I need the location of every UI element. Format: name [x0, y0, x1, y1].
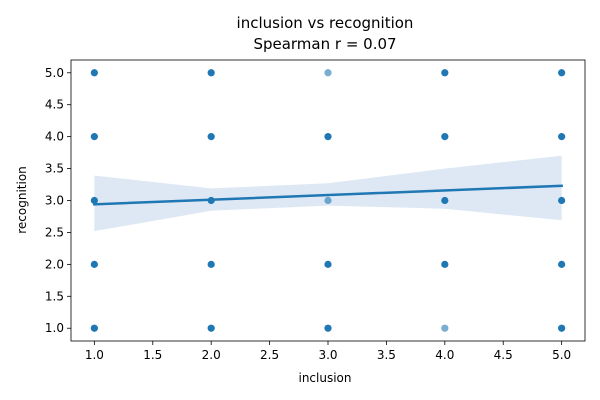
y-tick-label: 2.0: [45, 257, 64, 271]
x-tick-label: 4.5: [494, 348, 513, 362]
data-point-19: [441, 133, 449, 141]
data-point-16: [441, 324, 449, 332]
confidence-band: [94, 155, 562, 232]
x-tick-label: 1.5: [143, 348, 162, 362]
data-point-24: [558, 133, 566, 141]
data-point-5: [90, 69, 98, 77]
x-tick-label: 2.0: [202, 348, 221, 362]
y-tick-label: 5.0: [45, 66, 64, 80]
x-tick-label: 2.5: [260, 348, 279, 362]
data-point-9: [207, 133, 215, 141]
x-tick-label: 1.0: [85, 348, 104, 362]
y-tick-label: 4.0: [45, 130, 64, 144]
x-tick-label: 5.0: [552, 348, 571, 362]
confidence-band-layer: [94, 155, 562, 232]
regression-line-layer: [93, 184, 563, 206]
data-point-17: [441, 260, 449, 268]
data-point-22: [558, 260, 566, 268]
data-point-18: [441, 196, 449, 205]
data-point-6: [207, 324, 215, 332]
data-point-15: [324, 69, 332, 77]
data-point-14: [324, 133, 332, 141]
data-point-11: [324, 324, 332, 332]
y-tick-label: 3.0: [45, 194, 64, 208]
y-tick-label: 4.5: [45, 98, 64, 112]
y-tick-label: 1.0: [45, 321, 64, 335]
data-point-21: [558, 324, 566, 332]
data-point-1: [90, 324, 98, 332]
data-point-12: [324, 260, 332, 268]
chart-subtitle: Spearman r = 0.07: [253, 35, 396, 53]
x-tick-label: 4.0: [435, 348, 454, 362]
data-point-2: [90, 260, 98, 268]
y-tick-label: 3.5: [45, 162, 64, 176]
regression-line: [93, 184, 563, 206]
x-axis-label: inclusion: [298, 371, 351, 385]
chart-title: inclusion vs recognition: [237, 14, 414, 32]
data-point-3: [90, 196, 98, 205]
y-tick-label: 2.5: [45, 225, 64, 239]
y-tick-label: 1.5: [45, 289, 64, 303]
y-axis-label: recognition: [15, 166, 29, 234]
data-point-25: [558, 69, 566, 77]
x-tick-label: 3.0: [318, 348, 337, 362]
data-point-23: [558, 196, 566, 205]
y-axis-ticks: 1.0 1.5 2.0 2.5 3.0 3.5 4.0 4.5 5.0: [45, 66, 71, 335]
data-point-7: [207, 260, 215, 268]
data-point-4: [90, 133, 98, 141]
x-tick-label: 3.5: [377, 348, 396, 362]
data-point-20: [441, 69, 449, 77]
data-point-13: [324, 196, 332, 205]
data-point-10: [207, 69, 215, 77]
x-axis-ticks: 1.0 1.5 2.0 2.5 3.0 3.5 4.0 4.5 5.0: [85, 341, 571, 362]
